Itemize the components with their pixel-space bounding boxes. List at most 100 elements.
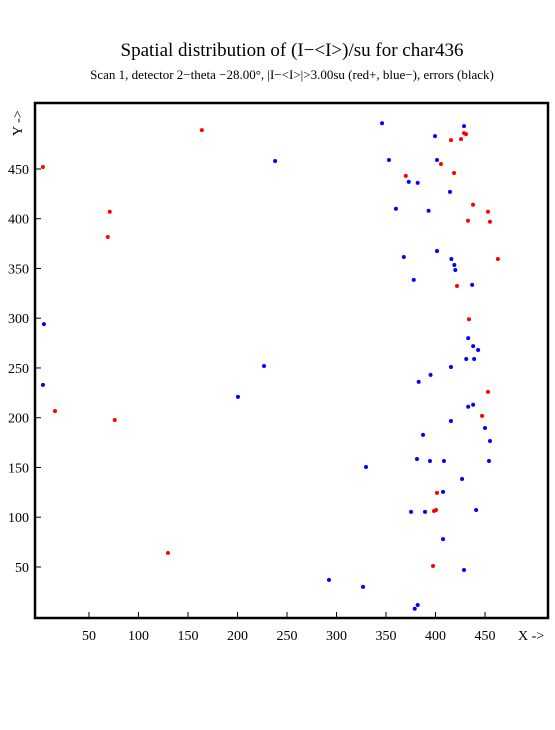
point: [40, 164, 45, 169]
point: [464, 132, 469, 137]
point: [448, 364, 453, 369]
point: [455, 283, 460, 288]
point: [434, 507, 439, 512]
x-tick-label: 150: [177, 629, 198, 644]
point: [485, 209, 490, 214]
point: [462, 124, 467, 129]
point: [466, 404, 471, 409]
point: [448, 418, 453, 423]
point: [449, 257, 454, 262]
point: [409, 509, 414, 514]
y-tick-label: 150: [8, 461, 29, 476]
point: [326, 577, 331, 582]
point: [428, 372, 433, 377]
point: [464, 357, 469, 362]
point: [487, 219, 492, 224]
point: [431, 563, 436, 568]
point: [472, 357, 477, 362]
y-tick-label: 300: [8, 312, 29, 327]
point: [423, 509, 428, 514]
y-tick-label: 350: [8, 262, 29, 277]
point: [486, 458, 491, 463]
point: [112, 417, 117, 422]
point: [448, 138, 453, 143]
point: [416, 379, 421, 384]
point: [462, 567, 467, 572]
point: [466, 336, 471, 341]
point: [273, 159, 278, 164]
point: [262, 363, 267, 368]
point: [165, 551, 170, 556]
point: [412, 606, 417, 611]
point: [441, 489, 446, 494]
point: [361, 584, 366, 589]
point: [480, 413, 485, 418]
point: [415, 602, 420, 607]
point: [235, 394, 240, 399]
x-tick-label: 200: [227, 629, 248, 644]
point: [415, 180, 420, 185]
point: [459, 137, 464, 142]
point: [386, 158, 391, 163]
point: [415, 457, 420, 462]
y-tick-label: 400: [8, 213, 29, 228]
x-tick-label: 400: [425, 629, 446, 644]
point: [452, 262, 457, 267]
point: [421, 432, 426, 437]
point: [199, 128, 204, 133]
point: [435, 249, 440, 254]
point: [393, 206, 398, 211]
plot-frame: [33, 101, 550, 620]
chart-title: Spatial distribution of (I−<I>)/su for c…: [121, 40, 464, 61]
point: [453, 267, 458, 272]
point: [41, 322, 46, 327]
y-tick-label: 250: [8, 362, 29, 377]
point: [447, 189, 452, 194]
x-tick-label: 450: [475, 629, 496, 644]
point: [438, 161, 443, 166]
point: [435, 158, 440, 163]
point: [471, 344, 476, 349]
point: [427, 458, 432, 463]
y-tick-label: 50: [15, 561, 29, 576]
point: [406, 179, 411, 184]
point: [53, 408, 58, 413]
point: [105, 235, 110, 240]
point: [441, 458, 446, 463]
x-axis-label: X ->: [518, 629, 544, 644]
x-tick-label: 300: [326, 629, 347, 644]
point: [465, 218, 470, 223]
y-axis-label: Y ->: [11, 110, 26, 136]
point: [474, 507, 479, 512]
point: [452, 170, 457, 175]
point: [401, 255, 406, 260]
point: [411, 277, 416, 282]
point: [364, 464, 369, 469]
y-tick-label: 450: [8, 163, 29, 178]
point: [441, 537, 446, 542]
x-tick-label: 100: [128, 629, 149, 644]
point: [433, 134, 438, 139]
point: [426, 208, 431, 213]
x-tick-label: 350: [376, 629, 397, 644]
point: [487, 438, 492, 443]
point: [403, 173, 408, 178]
x-tick-label: 50: [82, 629, 96, 644]
y-tick-label: 100: [8, 511, 29, 526]
point: [470, 282, 475, 287]
y-tick-label: 200: [8, 412, 29, 427]
point: [471, 402, 476, 407]
point: [476, 348, 481, 353]
x-tick-label: 250: [276, 629, 297, 644]
point: [40, 382, 45, 387]
point: [471, 202, 476, 207]
point: [485, 389, 490, 394]
point: [466, 317, 471, 322]
point: [107, 209, 112, 214]
point: [495, 257, 500, 262]
point: [380, 121, 385, 126]
point: [460, 477, 465, 482]
